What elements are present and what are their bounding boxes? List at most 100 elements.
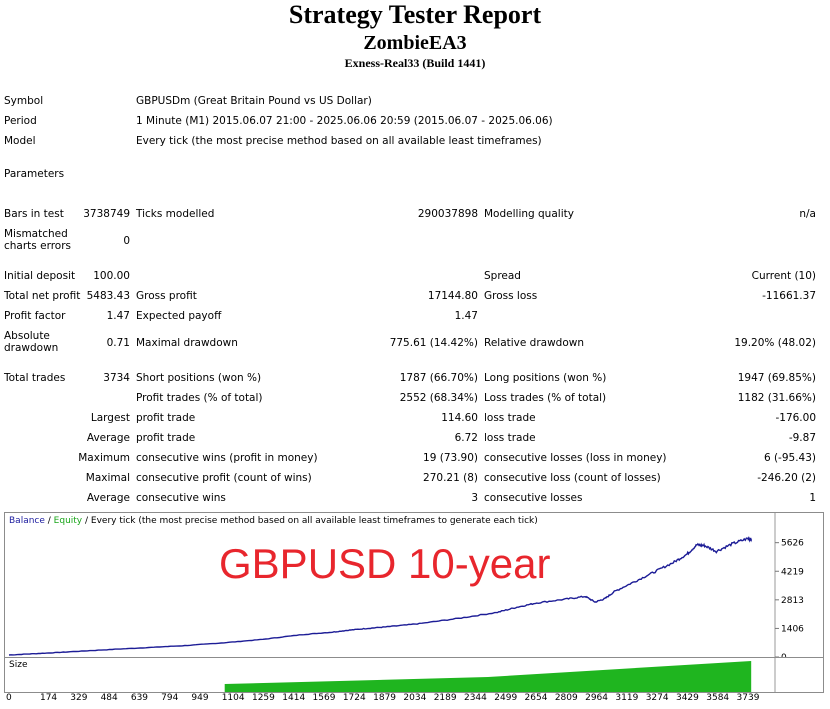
period-value: 1 Minute (M1) 2015.06.07 21:00 - 2025.06… [136, 115, 553, 127]
x-tick-label: 329 [70, 693, 88, 703]
max-losses-label: consecutive losses (loss in money) [484, 452, 667, 464]
average-profit-label: profit trade [136, 432, 196, 444]
x-tick-label: 1104 [221, 693, 245, 703]
absdd-label: Absolute drawdown [4, 330, 59, 354]
maxdd-value: 775.61 (14.42%) [389, 337, 478, 349]
ptrades-value: 2552 (68.34%) [399, 392, 478, 404]
x-tick-label: 3429 [675, 693, 699, 703]
bars-value: 3738749 [83, 208, 130, 220]
model-value: Every tick (the most precise method base… [136, 135, 542, 147]
maximal-profit-value: 270.21 (8) [423, 472, 478, 484]
report-title: Strategy Tester Report [288, 0, 542, 29]
long-label: Long positions (won %) [484, 372, 607, 384]
symbol-label: Symbol [4, 95, 44, 107]
trades-value: 3734 [103, 372, 130, 384]
maximum-label: Maximum [78, 452, 130, 464]
x-tick-label: 1414 [282, 693, 306, 703]
x-tick-label: 0 [6, 693, 12, 703]
x-tick-label: 2654 [524, 693, 548, 703]
parameters-label: Parameters [4, 168, 65, 180]
avg-losses-value: 1 [809, 492, 816, 504]
short-value: 1787 (66.70%) [399, 372, 478, 384]
largest-label: Largest [90, 412, 130, 424]
period-label: Period [4, 115, 37, 127]
average-profit-value: 6.72 [454, 432, 478, 444]
x-tick-label: 794 [161, 693, 179, 703]
x-tick-label: 2034 [403, 693, 427, 703]
balance-chart: 56264219281314060 Balance / Equity / Eve… [4, 512, 824, 663]
avg-wins-value: 3 [471, 492, 478, 504]
bars-label: Bars in test [4, 208, 64, 220]
largest-profit-value: 114.60 [441, 412, 478, 424]
reldd-value: 19.20% (48.02) [734, 337, 816, 349]
account-info: Exness-Real33 (Build 1441) [344, 56, 486, 70]
maximal-loss-value: -246.20 (2) [757, 472, 816, 484]
ticks-value: 290037898 [417, 208, 478, 220]
y-tick-label: 1406 [781, 624, 804, 634]
quality-label: Modelling quality [484, 208, 574, 220]
grossloss-value: -11661.37 [762, 290, 816, 302]
x-tick-label: 1724 [342, 693, 366, 703]
mismatch-label: Mismatched charts errors [4, 228, 71, 252]
chart-legend: Balance / Equity / Every tick (the most … [9, 516, 538, 526]
size-area [224, 661, 752, 692]
ltrades-value: 1182 (31.66%) [737, 392, 816, 404]
x-tick-label: 3274 [645, 693, 669, 703]
x-axis: 0 174 329 484 639 794 949 1104 1259 1414 1569 1724 1… [0, 692, 830, 708]
grossloss-label: Gross loss [484, 290, 538, 302]
grossprofit-label: Gross profit [136, 290, 197, 302]
ptrades-label: Profit trades (% of total) [136, 392, 263, 404]
mismatch-value: 0 [123, 235, 130, 247]
avg-consecutive-label: Average [86, 492, 130, 504]
x-tick-label: 2189 [433, 693, 457, 703]
maximal-label: Maximal [85, 472, 130, 484]
average-label: Average [86, 432, 130, 444]
trades-label: Total trades [4, 372, 66, 384]
x-tick-label: 639 [130, 693, 149, 703]
x-tick-label: 174 [39, 693, 58, 703]
y-tick-label: 2813 [781, 596, 804, 606]
spread-value: Current (10) [751, 270, 816, 282]
ltrades-label: Loss trades (% of total) [484, 392, 607, 404]
x-tick-label: 2809 [554, 693, 578, 703]
average-loss-label: loss trade [484, 432, 536, 444]
legend-description: / Every tick (the most precise method ba… [82, 516, 538, 526]
legend-balance: Balance [9, 516, 45, 526]
x-tick-label: 2964 [585, 693, 609, 703]
x-tick-label: 2344 [463, 693, 487, 703]
netprofit-label: Total net profit [4, 290, 81, 302]
spread-label: Spread [484, 270, 521, 282]
quality-value: n/a [799, 208, 816, 220]
grossprofit-value: 17144.80 [427, 290, 478, 302]
x-tick-label: 1259 [251, 693, 275, 703]
legend-equity: Equity [53, 516, 83, 526]
series-line-balance [8, 536, 753, 656]
average-loss-value: -9.87 [788, 432, 816, 444]
long-value: 1947 (69.85%) [737, 372, 816, 384]
size-panel: Size [4, 657, 824, 693]
symbol-value: GBPUSDm (Great Britain Pound vs US Dolla… [136, 95, 372, 107]
x-tick-label: 3119 [615, 693, 639, 703]
x-tick-label: 484 [100, 693, 118, 703]
ea-name: ZombieEA3 [363, 32, 467, 54]
largest-loss-label: loss trade [484, 412, 536, 424]
legend-separator: / [44, 516, 54, 526]
max-wins-label: consecutive wins (profit in money) [136, 452, 318, 464]
x-tick-label: 3584 [706, 693, 730, 703]
x-tick-label: 949 [191, 693, 209, 703]
largest-loss-value: -176.00 [775, 412, 816, 424]
payoff-label: Expected payoff [136, 310, 222, 322]
payoff-value: 1.47 [454, 310, 478, 322]
netprofit-value: 5483.43 [86, 290, 130, 302]
deposit-value: 100.00 [93, 270, 130, 282]
size-label: Size [9, 660, 28, 670]
y-tick-label: 5626 [781, 539, 804, 549]
max-wins-value: 19 (73.90) [423, 452, 478, 464]
size-chart-svg [224, 658, 776, 692]
deposit-label: Initial deposit [4, 270, 76, 282]
absdd-value: 0.71 [106, 337, 130, 349]
x-tick-label: 2499 [494, 693, 518, 703]
x-tick-label: 1879 [373, 693, 397, 703]
maxdd-label: Maximal drawdown [136, 337, 238, 349]
